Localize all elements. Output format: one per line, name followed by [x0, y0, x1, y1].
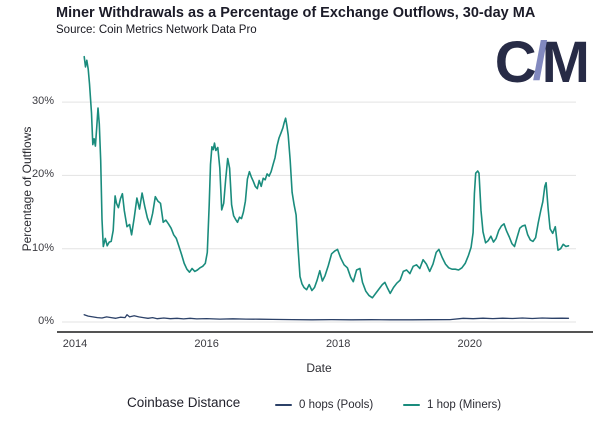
chart-source: Source: Coin Metrics Network Data Pro: [56, 24, 257, 36]
y-tick-30: 30%: [31, 95, 54, 108]
legend-title: Coinbase Distance: [127, 395, 241, 410]
y-axis-title: Percentage of Outflows: [20, 126, 34, 252]
x-tick-2016: 2016: [194, 338, 219, 350]
legend-item-miners: 1 hop (Miners): [403, 399, 501, 411]
y-tick-10: 10%: [31, 241, 54, 254]
legend-label-miners: 1 hop (Miners): [427, 399, 502, 411]
pools-line-swatch-icon: [275, 404, 292, 406]
legend-label-pools: 0 hops (Pools): [299, 399, 374, 411]
y-tick-0: 0%: [38, 315, 54, 327]
miners-line-swatch-icon: [403, 404, 420, 406]
logo-slash-icon: /: [532, 31, 548, 91]
y-tick-20: 20%: [31, 168, 54, 181]
chart-title: Miner Withdrawals as a Percentage of Exc…: [56, 5, 536, 21]
logo-letter-c: C: [494, 30, 537, 95]
x-tick-2020: 2020: [457, 338, 483, 350]
x-tick-2014: 2014: [62, 338, 88, 350]
x-tick-2018: 2018: [325, 338, 351, 350]
legend-item-pools: 0 hops (Pools): [275, 399, 373, 411]
x-axis-title: Date: [306, 361, 332, 375]
logo-letter-m: M: [541, 30, 590, 95]
coin-metrics-logo: C / M: [494, 30, 590, 95]
